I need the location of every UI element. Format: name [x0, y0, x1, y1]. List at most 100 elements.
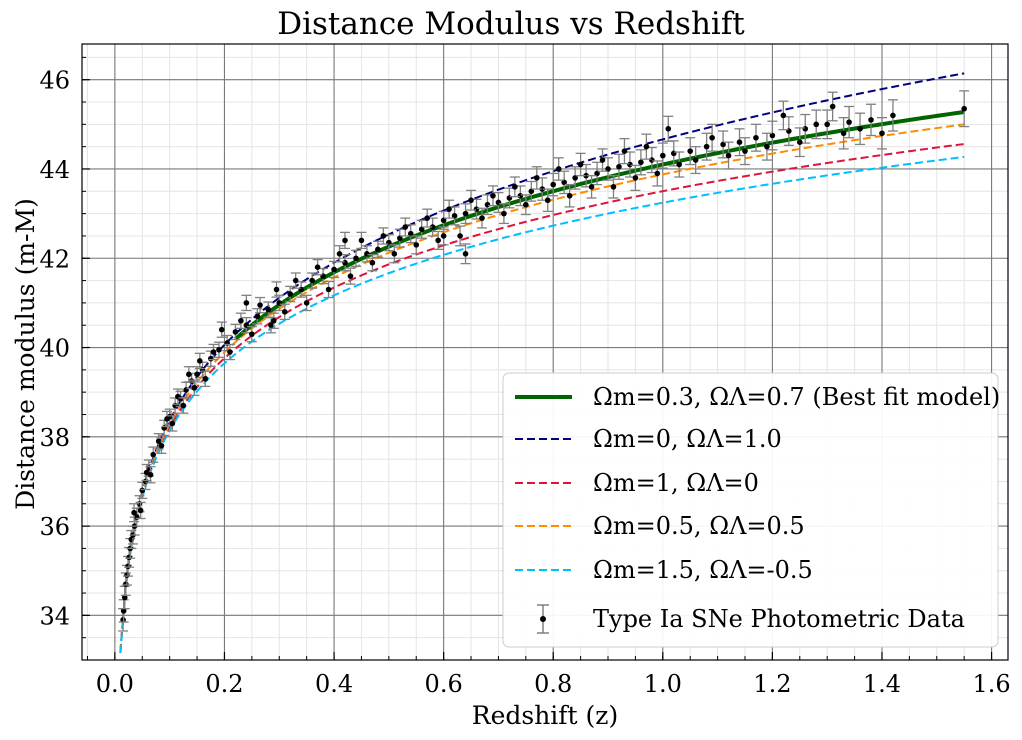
- x-tick-label: 0.8: [534, 670, 572, 698]
- data-point: [473, 206, 480, 212]
- data-point: [435, 237, 441, 244]
- series-line-0: [234, 110, 965, 341]
- data-point: [577, 161, 584, 168]
- data-point: [879, 130, 885, 137]
- data-point: [413, 242, 420, 248]
- series-line-2: [119, 143, 965, 653]
- data-point: [139, 487, 146, 494]
- data-point: [121, 594, 128, 601]
- data-point: [265, 306, 272, 313]
- data-point: [446, 206, 452, 212]
- data-point: [314, 264, 321, 270]
- data-point: [725, 152, 732, 159]
- data-point: [391, 250, 398, 257]
- data-point: [610, 184, 617, 190]
- data-point: [709, 134, 715, 141]
- legend-label-2: Ωm=1, ΩΛ=0: [593, 469, 759, 497]
- data-point: [550, 181, 557, 188]
- data-point: [254, 313, 261, 320]
- data-point: [840, 130, 847, 137]
- data-point: [418, 226, 425, 233]
- data-point: [180, 402, 187, 409]
- y-tick-label: 46: [39, 67, 70, 95]
- data-point: [281, 309, 288, 315]
- data-point: [703, 143, 710, 150]
- x-tick-label: 1.0: [644, 670, 682, 698]
- data-point: [202, 375, 209, 382]
- legend-label-data: Type Ia SNe Photometric Data: [593, 605, 965, 633]
- data-point: [857, 126, 863, 132]
- data-point: [544, 197, 551, 204]
- data-point: [583, 172, 589, 179]
- data-point: [868, 117, 874, 123]
- data-point: [342, 237, 348, 244]
- data-point: [396, 235, 403, 241]
- x-axis-label: Redshift (z): [472, 701, 618, 730]
- data-point: [194, 371, 200, 378]
- data-point: [533, 175, 540, 181]
- data-point: [643, 143, 650, 150]
- y-tick-label: 36: [39, 513, 70, 541]
- data-point: [169, 420, 176, 427]
- legend: Ωm=0.3, ΩΛ=0.7 (Best fit model) Ωm=0, ΩΛ=…: [502, 372, 1000, 648]
- tick-labels: 0.0 0.2 0.4 0.6 0.8 1.0 1.2 1.4 1.6 34 36 38 40 42 44 4…: [39, 67, 1010, 698]
- data-point: [232, 329, 239, 335]
- x-tick-label: 0.6: [425, 670, 463, 698]
- y-tick-label: 38: [39, 424, 70, 452]
- data-point: [292, 277, 299, 284]
- plot-frame: [81, 43, 1009, 661]
- legend-label-0: Ωm=0.3, ΩΛ=0.7 (Best fit model): [593, 383, 1000, 411]
- data-point: [238, 317, 244, 324]
- y-tick-label: 44: [39, 156, 70, 184]
- data-point: [123, 581, 129, 587]
- data-point: [736, 139, 743, 146]
- data-point: [210, 349, 217, 355]
- data-point: [402, 224, 409, 230]
- data-point: [147, 471, 154, 478]
- data-point: [621, 148, 628, 154]
- series-line-3: [119, 123, 965, 653]
- data-point: [769, 132, 776, 139]
- data-point: [802, 126, 809, 132]
- ticks-layer: [82, 56, 993, 661]
- data-point: [572, 175, 578, 181]
- data-point: [720, 141, 726, 148]
- data-point: [687, 148, 694, 154]
- data-point: [197, 358, 203, 364]
- data-point: [227, 349, 233, 355]
- series-layer: [119, 72, 965, 654]
- data-point: [424, 215, 430, 221]
- data-point: [331, 266, 337, 273]
- data-point: [287, 291, 294, 297]
- data-point: [120, 608, 127, 614]
- data-point: [137, 507, 144, 514]
- data-point: [588, 184, 595, 190]
- data-point: [336, 250, 343, 257]
- data-point: [660, 152, 666, 159]
- data-point: [407, 230, 414, 237]
- data-point: [164, 416, 170, 422]
- data-point: [676, 161, 683, 168]
- data-point: [961, 105, 967, 112]
- data-point: [158, 442, 165, 449]
- data-point: [780, 112, 787, 119]
- legend-label-4: Ωm=1.5, ΩΛ=-0.5: [593, 556, 813, 584]
- x-tick-label: 0.4: [315, 670, 353, 698]
- x-tick-label: 1.6: [972, 670, 1010, 698]
- y-axis-label: Distance modulus (m-M): [11, 198, 40, 510]
- legend-label-1: Ωm=0, ΩΛ=1.0: [593, 425, 782, 453]
- data-point: [638, 159, 644, 166]
- data-point: [429, 224, 436, 230]
- legend-box: [502, 372, 999, 648]
- data-point: [846, 119, 852, 125]
- data-point: [309, 277, 315, 284]
- data-point: [375, 246, 381, 253]
- data-point: [303, 300, 310, 306]
- data-point: [627, 161, 633, 168]
- data-point: [124, 572, 130, 578]
- data-point: [364, 250, 370, 257]
- points-layer: [118, 90, 970, 632]
- data-point: [490, 192, 496, 199]
- data-point: [353, 255, 359, 262]
- data-point: [249, 331, 255, 337]
